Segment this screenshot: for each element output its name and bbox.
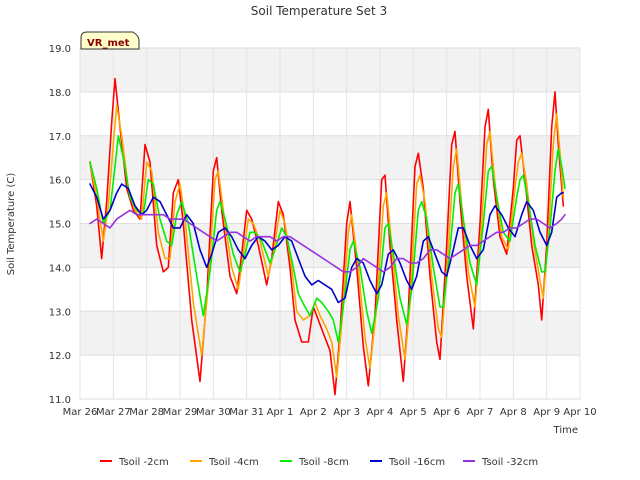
x-tick-label: Apr 10 (563, 407, 596, 418)
legend-label: Tsoil -16cm (388, 457, 445, 468)
x-tick-label: Apr 1 (267, 407, 294, 418)
x-tick-label: Apr 7 (467, 407, 494, 418)
x-tick-label: Mar 26 (63, 407, 98, 418)
x-tick-label: Apr 9 (533, 407, 560, 418)
x-tick-label: Apr 8 (500, 407, 527, 418)
series-line-tsoil-32cm (89, 209, 566, 273)
y-tick-label: 19.0 (49, 44, 71, 55)
y-tick-label: 17.0 (49, 132, 71, 143)
y-tick-label: 18.0 (49, 88, 71, 99)
badge-shape (80, 31, 140, 50)
legend-label: Tsoil -8cm (298, 457, 349, 468)
y-tick-label: 13.0 (49, 307, 71, 318)
series-line-tsoil-16cm (89, 183, 565, 304)
x-tick-label: Apr 5 (400, 407, 427, 418)
x-tick-label: Mar 31 (229, 407, 264, 418)
x-tick-label: Apr 4 (367, 407, 394, 418)
legend-label: Tsoil -32cm (481, 457, 538, 468)
x-tick-label: Mar 28 (129, 407, 164, 418)
badge-label: VR_met (87, 38, 130, 49)
y-axis-title: Soil Temperature (C) (6, 173, 17, 276)
y-tick-label: 11.0 (49, 395, 71, 406)
x-tick-label: Mar 29 (163, 407, 198, 418)
legend: Tsoil -2cm Tsoil -4cm Tsoil -8cm Tsoil -16c… (100, 457, 538, 468)
x-tick-label: Mar 30 (196, 407, 231, 418)
y-tick-label: 15.0 (49, 220, 71, 231)
station-badge: VR_met (80, 31, 140, 50)
x-axis-title: Time (553, 425, 578, 436)
plot-band (80, 48, 580, 92)
y-tick-label: 14.0 (49, 263, 71, 274)
y-tick-labels: 11.0 12.0 13.0 14.0 15.0 16.0 17.0 18.0 19.0 (49, 44, 71, 406)
plot-bands (80, 48, 580, 356)
series-line-tsoil-8cm (89, 135, 566, 343)
plot-band (80, 135, 580, 180)
x-tick-label: Apr 6 (433, 407, 460, 418)
series-lines (89, 77, 566, 396)
x-tick-label: Apr 2 (300, 407, 327, 418)
chart-title: Soil Temperature Set 3 (251, 4, 387, 18)
series-line-tsoil-4cm (89, 104, 565, 378)
legend-label: Tsoil -2cm (118, 457, 169, 468)
x-tick-label: Apr 3 (333, 407, 360, 418)
legend-label: Tsoil -4cm (208, 457, 259, 468)
x-tick-label: Mar 27 (96, 407, 131, 418)
plot-band (80, 311, 580, 356)
y-tick-label: 12.0 (49, 351, 71, 362)
y-tick-label: 16.0 (49, 176, 71, 187)
